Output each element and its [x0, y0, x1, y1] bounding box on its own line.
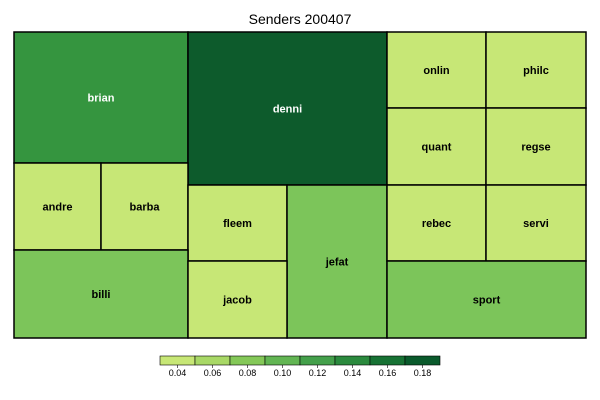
legend-swatch [299, 355, 336, 366]
treemap-cell-label-fleem: fleem [223, 218, 252, 230]
legend-tick-label: 0.06 [204, 368, 222, 378]
treemap-cell-label-sport: sport [473, 295, 501, 307]
treemap-cell-label-rebec: rebec [422, 218, 451, 230]
treemap-cell-label-billi: billi [92, 289, 111, 301]
treemap-cell-barba [100, 162, 189, 251]
treemap-cell-servi [485, 184, 587, 262]
treemap-cell-billi [13, 249, 189, 339]
treemap-cell-jacob [187, 260, 288, 339]
treemap-cell-label-regse: regse [521, 142, 550, 154]
legend-swatch [264, 355, 301, 366]
treemap-cell-brian [13, 31, 189, 164]
treemap-cell-denni [187, 31, 388, 186]
treemap-cell-label-jacob: jacob [222, 295, 252, 307]
legend-tick-label: 0.04 [169, 368, 187, 378]
treemap-cell-philc [485, 31, 587, 109]
legend-tick-label: 0.10 [274, 368, 292, 378]
legend-tick-label: 0.16 [379, 368, 397, 378]
chart-title: Senders 200407 [249, 11, 352, 27]
treemap-cell-label-jefat: jefat [325, 257, 349, 269]
treemap-cell-label-denni: denni [273, 104, 302, 116]
legend-tick-label: 0.12 [309, 368, 327, 378]
legend-swatch [194, 355, 231, 366]
treemap-cell-label-onlin: onlin [423, 65, 450, 77]
legend-swatch [159, 355, 196, 366]
treemap-cell-regse [485, 107, 587, 186]
treemap-cell-label-brian: brian [88, 93, 115, 105]
legend-swatch [229, 355, 266, 366]
treemap-cell-label-quant: quant [422, 142, 452, 154]
legend-tick-label: 0.18 [414, 368, 432, 378]
treemap-cell-jefat [286, 184, 388, 339]
treemap-cell-label-philc: philc [523, 65, 549, 77]
legend-swatch [369, 355, 406, 366]
treemap-cell-sport [386, 260, 587, 339]
legend-tick-label: 0.08 [239, 368, 257, 378]
treemap-cell-onlin [386, 31, 487, 109]
legend-tick-label: 0.14 [344, 368, 362, 378]
color-legend: 0.04 0.06 0.08 0.10 0.12 0.14 0.16 0.18 [159, 355, 441, 378]
treemap-cell-label-barba: barba [130, 202, 161, 214]
legend-swatch [334, 355, 371, 366]
legend-swatch [404, 355, 441, 366]
treemap-cells: brian denni onlin philc quant regse andre barba… [13, 31, 587, 339]
treemap-cell-label-andre: andre [43, 202, 73, 214]
treemap-cell-label-servi: servi [523, 218, 549, 230]
